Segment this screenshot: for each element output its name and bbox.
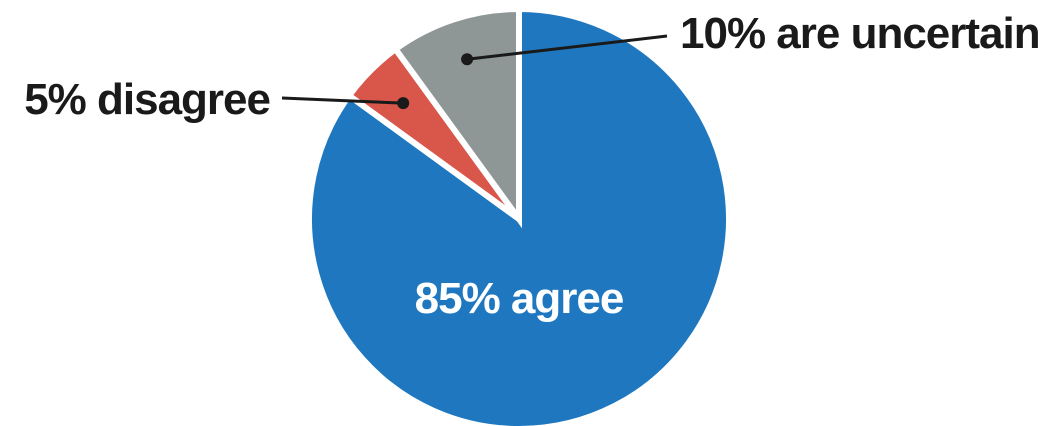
- pie-slice-85-agree: [306, 5, 732, 426]
- slice-label: 10% are uncertain: [680, 9, 1040, 58]
- pie-slice-10-are-uncertain: [391, 5, 522, 229]
- callout-dot: [461, 53, 474, 66]
- callout-dot: [397, 97, 410, 110]
- callout-line: [281, 96, 404, 105]
- slice-label: 5% disagree: [24, 75, 270, 124]
- callout-line: [466, 34, 668, 61]
- slice-label: 85% agree: [415, 274, 624, 323]
